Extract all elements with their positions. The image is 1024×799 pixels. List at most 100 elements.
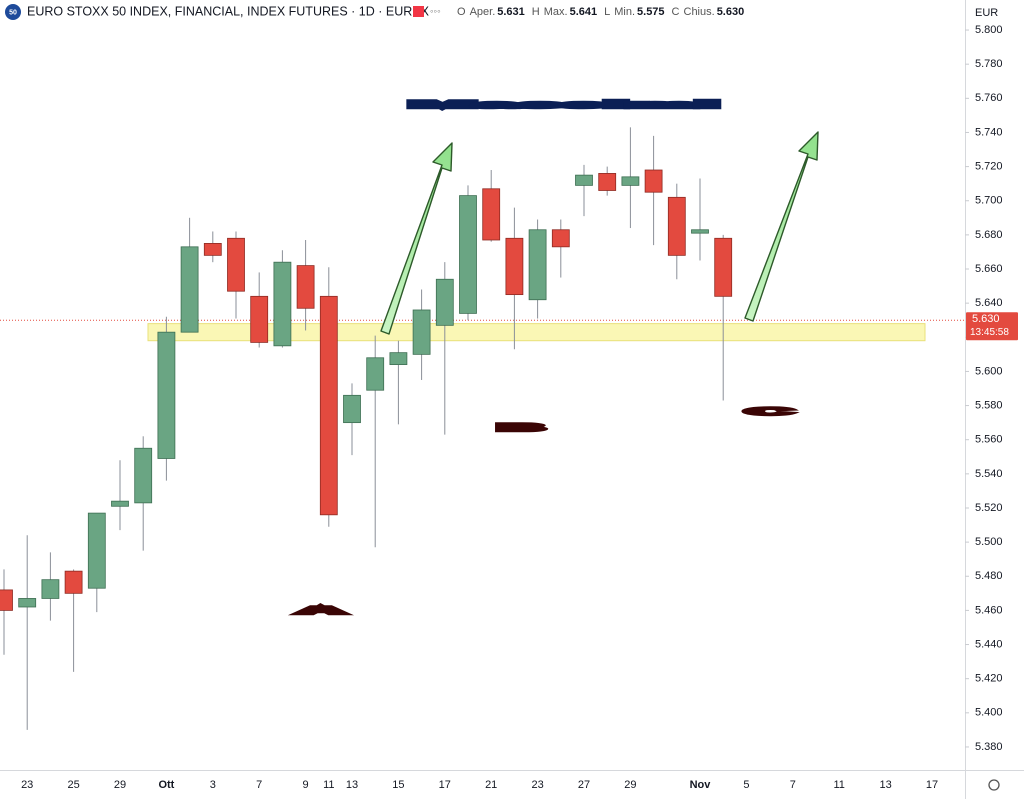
candle-body — [482, 188, 501, 241]
y-tick-label: 5.600 — [975, 365, 1003, 377]
x-tick-label: 7 — [256, 779, 262, 791]
candle-body — [644, 169, 663, 193]
ohlc-legend: O Aper. 5.631 H Max. 5.641 L Min. 5.575 C Chius. 5.… — [457, 6, 744, 18]
y-tick-label: 5.700 — [975, 195, 1003, 207]
annotation-label: C — [746, 406, 792, 418]
ohlc-name: Max. — [544, 6, 568, 18]
x-tick-label: 17 — [439, 779, 451, 791]
last-price-label: 5.630 — [972, 313, 1000, 325]
x-tick-label: 29 — [624, 779, 636, 791]
y-tick-label: 5.560 — [975, 434, 1003, 446]
y-tick-label: 5.540 — [975, 468, 1003, 480]
candle-body — [18, 598, 37, 608]
ohlc-letter: L — [604, 6, 610, 18]
y-tick-label: 5.400 — [975, 707, 1003, 719]
y-tick-label: 5.760 — [975, 92, 1003, 104]
candle-body — [250, 295, 269, 343]
candle-body — [551, 229, 570, 248]
candle-body — [459, 195, 477, 314]
header: 50 EURO STOXX 50 INDEX, FINANCIAL, INDEX… — [5, 4, 1000, 791]
y-tick-label: 5.680 — [975, 229, 1003, 241]
candle-body — [528, 229, 547, 301]
symbol-icon — [5, 4, 21, 20]
zone-layer — [0, 319, 965, 342]
y-tick-label: 5.440 — [975, 638, 1003, 650]
ohlc-name: Chius. — [684, 6, 715, 18]
annotation-label: A — [297, 605, 345, 617]
x-tick-label: 9 — [303, 779, 309, 791]
x-tick-label: 25 — [67, 779, 79, 791]
arrow — [744, 131, 819, 322]
candle-body — [343, 394, 361, 424]
arrow — [380, 142, 453, 335]
x-tick-label: Ott — [158, 779, 174, 791]
x-tick-label: 13 — [346, 779, 358, 791]
candle-body — [621, 176, 640, 186]
ohlc-letter: H — [532, 6, 540, 18]
ohlc-value: 5.575 — [637, 6, 665, 18]
candle-body — [273, 261, 292, 347]
ohlc-name: Min. — [614, 6, 635, 18]
flag-icon[interactable] — [413, 6, 424, 17]
x-tick-label: 23 — [531, 779, 543, 791]
overlay: Massimi A B C — [296, 98, 819, 618]
x-tick-label: 5 — [743, 779, 749, 791]
last-price-tag — [966, 312, 1018, 341]
x-tick-label: 23 — [21, 779, 33, 791]
x-tick-label: Nov — [690, 779, 712, 791]
x-tick-label: 3 — [210, 779, 216, 791]
y-tick-label: 5.460 — [975, 604, 1003, 616]
ohlc-value: 5.630 — [717, 6, 745, 18]
currency: EUR — [975, 7, 998, 19]
y-tick-label: 5.580 — [975, 399, 1003, 411]
candle-body — [64, 570, 83, 594]
candle-body — [366, 357, 385, 391]
candle-body — [319, 295, 338, 516]
annotation-label: B — [498, 422, 544, 434]
candle-body — [389, 352, 408, 366]
y-tick-label: 5.740 — [975, 126, 1003, 138]
y-tick-label: 5.780 — [975, 58, 1003, 70]
axes: 5.380 5.400 5.420 5.440 5.460 5.480 5.500 5.520… — [21, 24, 1018, 791]
x-tick-label: 11 — [833, 779, 844, 791]
candle-body — [203, 243, 222, 256]
candle-body — [227, 237, 245, 292]
more-icon[interactable]: ◦◦◦ — [430, 7, 441, 18]
candle-body — [714, 237, 733, 297]
candle-body — [87, 512, 106, 589]
y-tick-label: 5.420 — [975, 673, 1003, 685]
ohlc-name: Aper. — [470, 6, 496, 18]
candle-body — [41, 579, 60, 599]
x-tick-label: 13 — [879, 779, 891, 791]
countdown: 13:45:58 — [970, 327, 1009, 338]
candle-body — [505, 237, 524, 296]
y-tick-label: 5.520 — [975, 502, 1003, 514]
symbol-badge: 50 — [9, 9, 17, 16]
candle-body — [157, 331, 176, 459]
y-tick-label: 5.380 — [975, 741, 1003, 753]
settings-icon[interactable] — [988, 779, 1000, 791]
x-tick-label: 17 — [926, 779, 938, 791]
candle-body — [691, 229, 709, 234]
candle-body — [111, 500, 129, 507]
ohlc-letter: C — [672, 6, 680, 18]
annotation-title: Massimi — [410, 99, 718, 111]
candle-body — [412, 309, 431, 355]
x-tick-label: 27 — [578, 779, 590, 791]
candle-body — [435, 278, 454, 326]
x-tick-label: 29 — [114, 779, 126, 791]
y-tick-label: 5.500 — [975, 536, 1003, 548]
y-tick-label: 5.480 — [975, 570, 1003, 582]
candles — [0, 127, 733, 730]
y-tick-label: 5.640 — [975, 297, 1003, 309]
support-zone — [147, 323, 926, 342]
candle-body — [667, 196, 686, 256]
symbol-title: EURO STOXX 50 INDEX, FINANCIAL, INDEX FU… — [27, 4, 430, 18]
candle-body — [598, 173, 617, 191]
candle-body — [180, 246, 199, 333]
x-tick-label: 7 — [790, 779, 796, 791]
candle-body — [134, 447, 153, 504]
x-tick-label: 11 — [323, 779, 334, 791]
